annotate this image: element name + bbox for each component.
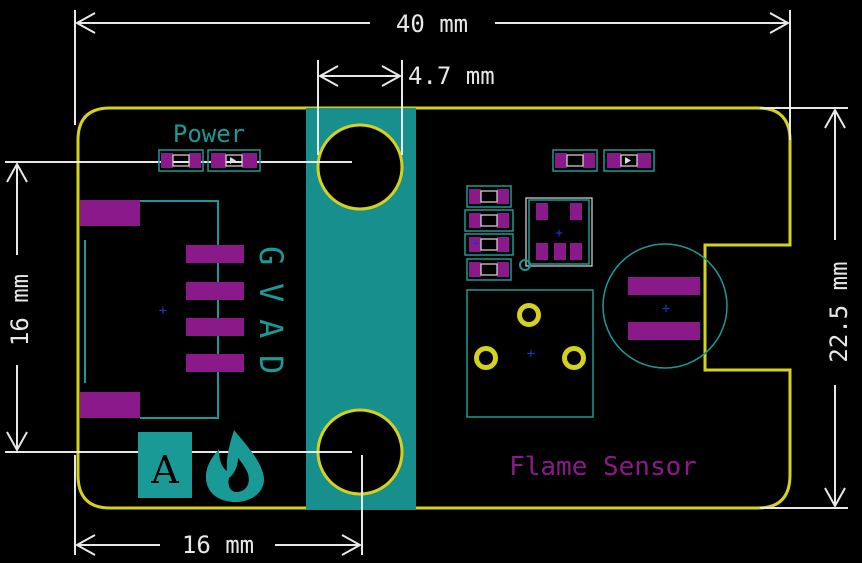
pin-labels: G V A D — [252, 246, 290, 374]
badge-box — [138, 432, 192, 498]
pin-span-dimension-label: 16 mm — [6, 274, 34, 346]
hole-width-dimension-label: 4.7 mm — [408, 62, 495, 90]
connector-footprint: + — [80, 200, 244, 419]
height-dimension-label: 22.5 mm — [825, 261, 853, 362]
hole-offset-dimension-label: 16 mm — [182, 531, 254, 559]
svg-text:+: + — [662, 301, 670, 317]
flame-icon — [205, 430, 265, 502]
dimension-lines — [5, 10, 848, 556]
power-smd-components — [158, 149, 261, 172]
pin-label-g: G — [252, 246, 290, 265]
badge-letter: A — [150, 448, 179, 492]
pin-label-v: V — [252, 283, 290, 302]
board-title: Flame Sensor — [509, 452, 697, 482]
pin-label-d: D — [252, 355, 290, 374]
mounting-hole-top — [316, 123, 404, 211]
svg-text:+: + — [472, 236, 479, 250]
power-label: Power — [173, 120, 245, 148]
potentiometer: + — [466, 289, 594, 418]
width-dimension-label: 40 mm — [396, 10, 468, 38]
svg-text:+: + — [159, 303, 167, 319]
svg-text:+: + — [527, 346, 535, 362]
ic-chip: + — [519, 197, 593, 271]
pin-label-a: A — [252, 319, 290, 338]
svg-text:+: + — [555, 226, 563, 241]
resistor-stack: + — [464, 185, 514, 281]
flame-sensor-led: + — [602, 243, 728, 369]
right-top-smd-components — [552, 149, 655, 172]
